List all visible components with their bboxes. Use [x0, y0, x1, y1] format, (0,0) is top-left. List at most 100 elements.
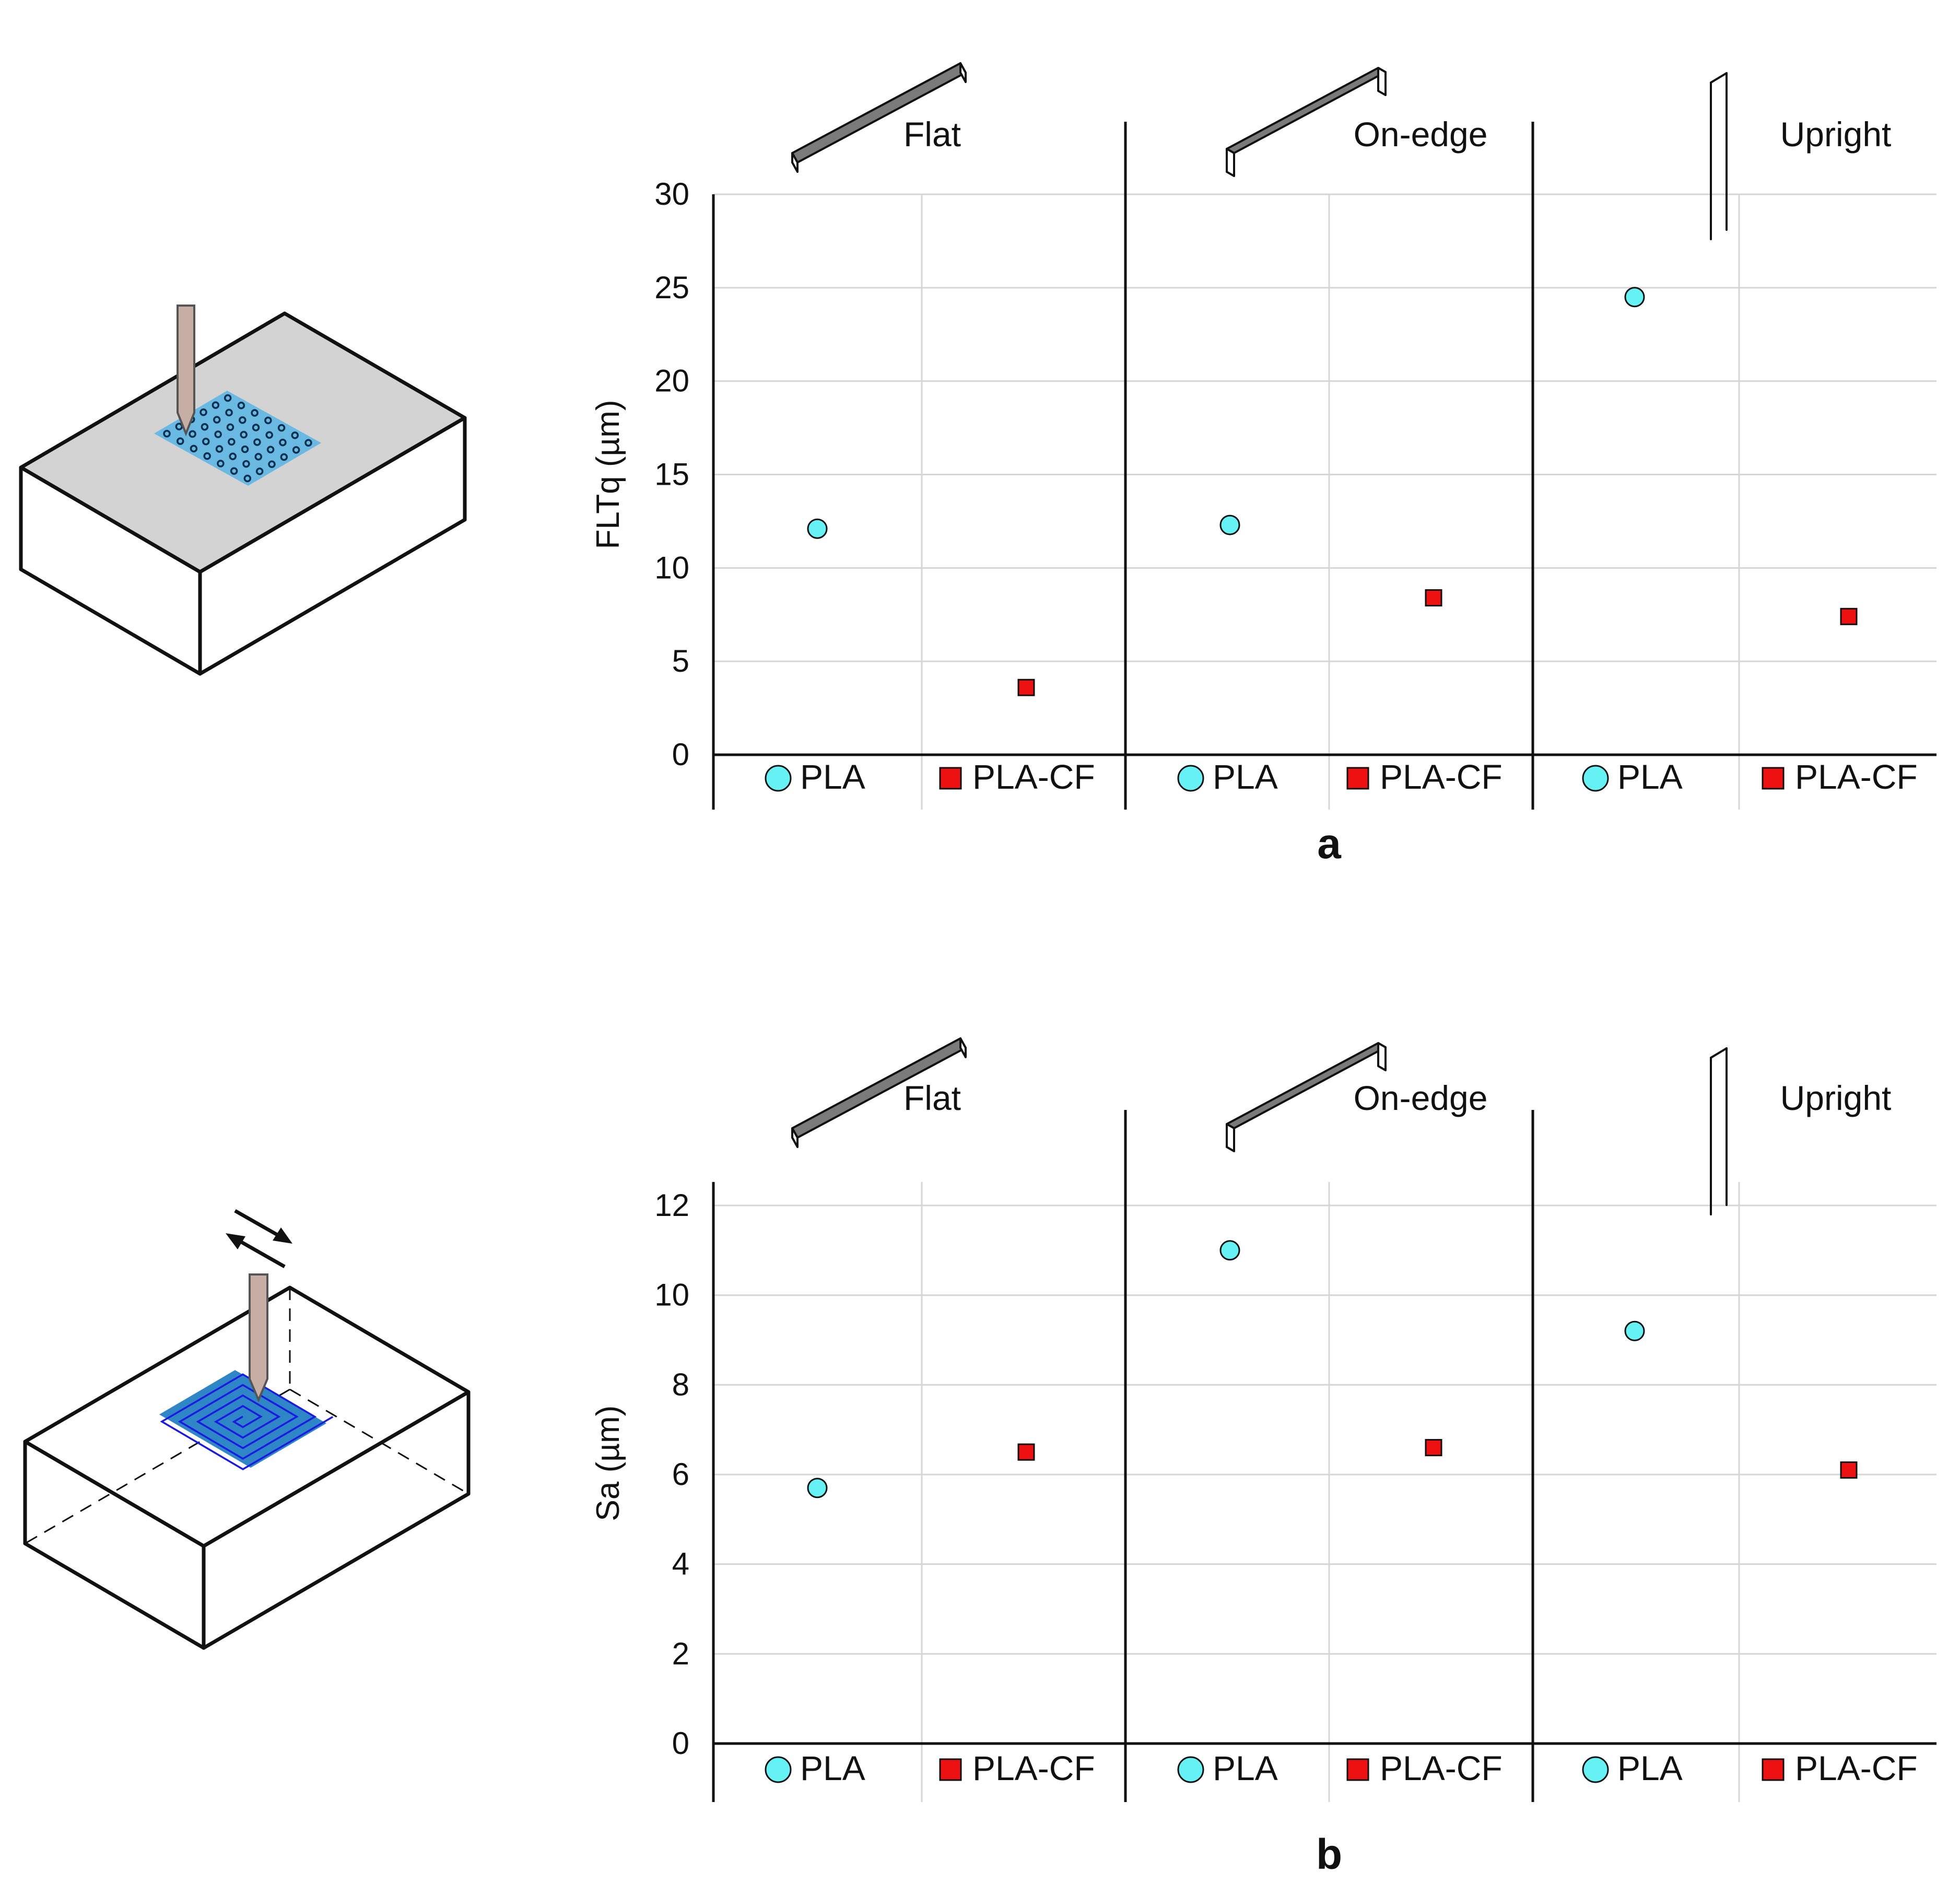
probe-point: [266, 446, 275, 453]
group-label-flat: Flat: [903, 115, 961, 154]
group-label-flat: Flat: [903, 1079, 961, 1117]
legend-pla-marker: [1177, 1756, 1204, 1783]
data-point-pla-cf: [1840, 607, 1858, 625]
scanned-area: [159, 1370, 326, 1468]
probe-point: [224, 394, 232, 402]
data-point-pla-cf: [1017, 1443, 1035, 1461]
legend-pla-marker: [1582, 1756, 1609, 1783]
probe-point: [229, 452, 237, 461]
data-point-pla-cf: [1017, 679, 1035, 696]
probe-point: [214, 430, 222, 438]
data-point-pla: [807, 1478, 828, 1499]
y-tick-label: 25: [654, 270, 689, 305]
legend-pla-cf-marker: [1346, 1758, 1369, 1781]
legend-pla-cf-marker: [1346, 767, 1369, 790]
legend-label: PLA: [1213, 1749, 1278, 1787]
legend-label: PLA: [1617, 1749, 1683, 1787]
y-axis-title: Sa (µm): [590, 1406, 626, 1522]
legend-label: PLA-CF: [1380, 757, 1503, 796]
probe-point: [255, 467, 264, 475]
y-tick-label: 12: [654, 1188, 689, 1223]
y-tick-label: 6: [672, 1457, 689, 1492]
illustration-areal-scanning: [23, 1209, 471, 1650]
probe-point: [277, 424, 286, 432]
probe-point: [176, 437, 184, 445]
legend-label: PLA: [1213, 757, 1278, 796]
y-tick-label: 30: [654, 177, 689, 212]
probe-point: [239, 416, 247, 424]
specimen-on-edge-icon: [1226, 67, 1387, 177]
scan-direction-arrows-icon: [226, 1209, 292, 1269]
probe-point: [265, 431, 273, 439]
y-tick-label: 4: [672, 1547, 689, 1582]
probe-point: [243, 474, 252, 483]
probe-point: [252, 424, 260, 431]
probe-point: [212, 401, 220, 409]
chart-panel-b: 0 2 4 6 8 10 12 Sa (µm) Flat On-edge Upright PLA PLA…: [590, 1037, 1936, 1878]
panel-label: a: [1317, 820, 1342, 868]
probe-point: [241, 445, 249, 453]
scan-tool-icon: [249, 1273, 268, 1403]
probe-point: [268, 460, 276, 468]
legend-pla-cf-marker: [939, 1758, 962, 1781]
data-point-pla: [1219, 1240, 1240, 1261]
legend-pla-cf-marker: [1762, 1758, 1785, 1781]
probe-point: [251, 409, 259, 417]
probe-point: [199, 408, 207, 416]
illustration-point-probing: [19, 305, 467, 676]
probe-point: [213, 416, 221, 424]
probe-point: [253, 438, 261, 446]
probe-point: [217, 460, 225, 467]
y-tick-label: 0: [672, 737, 689, 772]
probe-point: [175, 423, 183, 430]
y-tick-label: 0: [672, 1726, 689, 1761]
y-tick-label: 8: [672, 1367, 689, 1402]
probe-point: [189, 430, 196, 438]
specimen-upright-icon: [1710, 72, 1728, 240]
probe-point: [240, 430, 248, 439]
probe-point: [242, 460, 250, 468]
probe-point: [228, 438, 236, 446]
y-tick-label: 20: [654, 364, 689, 399]
probe-point: [225, 408, 233, 417]
specimen-on-edge-icon: [1226, 1042, 1387, 1152]
probe-point: [280, 453, 288, 461]
probe-tool-icon: [177, 305, 195, 437]
y-tick-label: 2: [672, 1636, 689, 1671]
probe-point: [237, 402, 245, 410]
specimen-flat-icon: [791, 62, 967, 173]
specimen-upright-icon: [1710, 1047, 1728, 1215]
probe-point: [226, 423, 234, 431]
legend-pla-marker: [1582, 765, 1609, 792]
legend-label: PLA-CF: [972, 757, 1095, 796]
probe-point: [264, 416, 272, 425]
legend-label: PLA: [1617, 757, 1683, 796]
legend-label: PLA-CF: [972, 1749, 1095, 1787]
y-tick-label: 10: [654, 1278, 689, 1313]
probe-point: [304, 439, 312, 447]
measured-area: [154, 391, 321, 486]
chart-panel-a: 0 5 10 15 20 25 30 FLTq (µm) Flat On-edge Upright P…: [590, 62, 1936, 868]
block-right-face: [198, 416, 467, 676]
y-axis-title: FLTq (µm): [590, 400, 626, 549]
y-tick-label: 10: [654, 550, 689, 585]
probe-point: [190, 444, 198, 453]
probe-point-grid: [163, 394, 312, 483]
data-point-pla: [1624, 287, 1645, 308]
data-point-pla-cf: [1425, 589, 1442, 607]
legend-pla-marker: [765, 1756, 792, 1783]
data-point-pla: [1624, 1320, 1645, 1341]
probe-point: [203, 452, 211, 460]
group-label-upright: Upright: [1780, 1079, 1892, 1117]
legend-pla-cf-marker: [939, 767, 962, 790]
data-point-pla-cf: [1425, 1438, 1442, 1456]
legend-pla-marker: [1177, 765, 1204, 792]
probe-point: [254, 453, 263, 461]
group-label-on-edge: On-edge: [1354, 115, 1488, 154]
probe-point: [163, 430, 171, 438]
probe-point: [202, 437, 210, 446]
y-tick-label: 15: [654, 457, 689, 492]
group-label-on-edge: On-edge: [1354, 1079, 1488, 1117]
probe-point: [279, 438, 287, 447]
